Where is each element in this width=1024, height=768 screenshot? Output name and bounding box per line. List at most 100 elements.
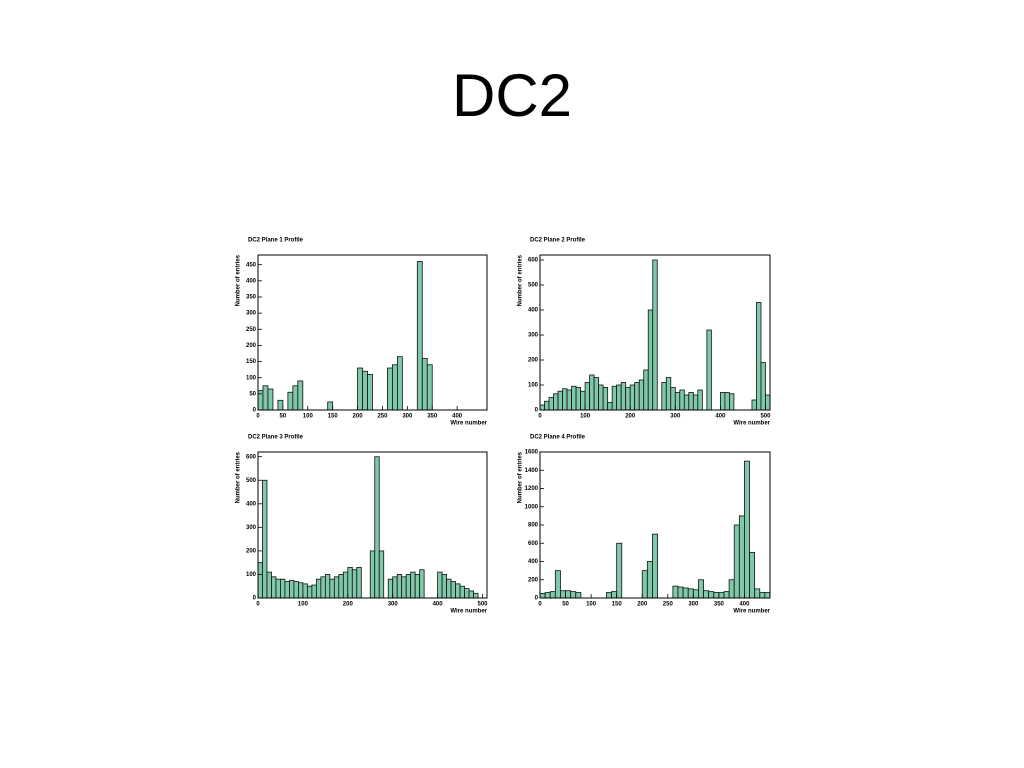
bar bbox=[571, 385, 577, 411]
x-tick-label: 0 bbox=[538, 602, 542, 608]
y-tick-label: 250 bbox=[246, 327, 257, 333]
bar bbox=[539, 593, 546, 599]
bar bbox=[362, 370, 368, 411]
bar bbox=[544, 400, 550, 411]
bar bbox=[683, 394, 690, 411]
x-tick-label: 400 bbox=[433, 602, 444, 608]
y-tick-label: 100 bbox=[246, 375, 257, 381]
y-tick-label: 800 bbox=[528, 523, 539, 529]
bar bbox=[327, 401, 334, 411]
bar bbox=[593, 377, 600, 411]
plot-frame bbox=[257, 254, 488, 411]
bar bbox=[324, 574, 331, 599]
bar bbox=[674, 392, 681, 411]
bar bbox=[688, 392, 694, 411]
bar bbox=[584, 382, 591, 411]
bar bbox=[652, 533, 658, 599]
bar bbox=[566, 389, 572, 411]
bar bbox=[271, 576, 277, 599]
bar bbox=[682, 587, 689, 599]
bar bbox=[554, 570, 561, 599]
y-tick-label: 0 bbox=[253, 596, 257, 602]
bar bbox=[764, 592, 771, 599]
bar bbox=[367, 374, 373, 411]
bar bbox=[378, 550, 385, 599]
bar bbox=[646, 561, 653, 599]
x-tick-label: 0 bbox=[256, 414, 260, 420]
x-tick-label: 300 bbox=[388, 602, 399, 608]
bar bbox=[760, 362, 766, 411]
bar bbox=[606, 592, 612, 599]
x-tick-label: 500 bbox=[760, 414, 771, 420]
bar bbox=[560, 590, 566, 599]
bar bbox=[611, 385, 618, 411]
bar bbox=[262, 385, 269, 411]
bar bbox=[744, 460, 750, 599]
bar bbox=[724, 392, 730, 411]
x-tick-label: 350 bbox=[714, 602, 725, 608]
x-tick-label: 200 bbox=[637, 602, 648, 608]
bar bbox=[277, 399, 284, 411]
bar bbox=[570, 591, 577, 599]
x-tick-label: 300 bbox=[670, 414, 681, 420]
bar bbox=[287, 391, 294, 411]
bar bbox=[708, 591, 715, 599]
bar bbox=[464, 588, 470, 599]
bar bbox=[602, 387, 609, 411]
bar bbox=[356, 566, 362, 599]
bar bbox=[280, 578, 286, 599]
bar bbox=[692, 394, 699, 411]
bar bbox=[426, 364, 433, 411]
bar bbox=[544, 592, 551, 599]
y-axis-label: Number of entries bbox=[236, 451, 242, 503]
bar bbox=[441, 574, 447, 599]
bar bbox=[262, 479, 268, 599]
y-tick-label: 300 bbox=[246, 311, 257, 317]
x-tick-label: 100 bbox=[303, 414, 314, 420]
x-tick-label: 200 bbox=[343, 602, 354, 608]
y-tick-label: 200 bbox=[246, 548, 257, 554]
bar bbox=[351, 569, 358, 599]
x-tick-label: 200 bbox=[353, 414, 364, 420]
y-axis-label: Number of entries bbox=[518, 254, 524, 306]
y-tick-label: 400 bbox=[528, 308, 539, 314]
x-tick-label: 400 bbox=[739, 602, 750, 608]
y-tick-label: 200 bbox=[246, 343, 257, 349]
bar bbox=[293, 581, 299, 599]
x-axis-label: Wire number bbox=[450, 609, 487, 615]
x-tick-label: 0 bbox=[256, 602, 260, 608]
bar bbox=[553, 393, 559, 411]
x-tick-label: 300 bbox=[402, 414, 413, 420]
y-tick-label: 600 bbox=[528, 258, 539, 264]
bar bbox=[392, 576, 398, 599]
y-tick-label: 1600 bbox=[525, 450, 539, 456]
x-tick-label: 350 bbox=[427, 414, 438, 420]
bar bbox=[338, 574, 344, 599]
bar bbox=[266, 571, 272, 599]
bar bbox=[401, 576, 407, 599]
y-tick-label: 400 bbox=[246, 501, 257, 507]
y-tick-label: 50 bbox=[249, 391, 256, 397]
y-tick-label: 100 bbox=[246, 572, 257, 578]
bar bbox=[765, 394, 771, 411]
bar bbox=[723, 591, 730, 599]
bar bbox=[419, 569, 425, 599]
y-tick-label: 150 bbox=[246, 359, 257, 365]
bar bbox=[634, 382, 640, 411]
bar bbox=[450, 581, 456, 599]
y-tick-label: 400 bbox=[528, 559, 539, 565]
plot-frame bbox=[539, 254, 771, 411]
bar bbox=[311, 584, 317, 599]
bar bbox=[562, 388, 568, 411]
x-tick-label: 150 bbox=[612, 602, 623, 608]
y-tick-label: 1400 bbox=[525, 468, 539, 474]
chart-title: DC2 Plane 4 Profile bbox=[530, 435, 586, 441]
chart-title: DC2 Plane 3 Profile bbox=[248, 435, 304, 441]
x-tick-label: 50 bbox=[562, 602, 569, 608]
bar bbox=[292, 385, 299, 411]
bar bbox=[641, 570, 648, 599]
x-tick-label: 50 bbox=[280, 414, 287, 420]
bar bbox=[548, 397, 554, 411]
y-tick-label: 300 bbox=[246, 525, 257, 531]
